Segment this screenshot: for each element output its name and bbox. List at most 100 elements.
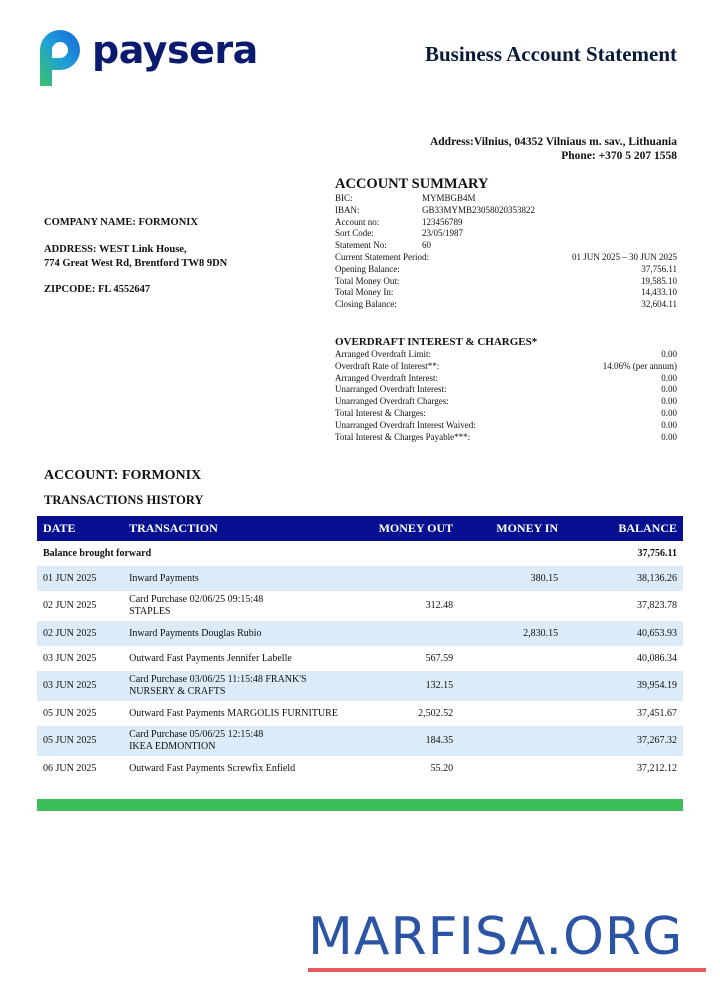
- row-label: IBAN:: [335, 204, 360, 215]
- column-header: BALANCE: [564, 516, 683, 541]
- cell-money-in: [459, 756, 564, 781]
- row-value: 0.00: [661, 408, 677, 418]
- row-label: Unarranged Overdraft Charges:: [335, 396, 449, 407]
- cell-money-in: [459, 726, 565, 756]
- row-value: 0.00: [661, 419, 677, 430]
- summary-row: Current Statement Period: 01 JUN 2025 – 3…: [335, 252, 677, 264]
- row-value: MYMBGB4M: [422, 193, 476, 203]
- cell-balance: 40,653.93: [564, 621, 683, 646]
- transaction-row: 03 JUN 2025 Outward Fast Payments Jennife…: [37, 646, 683, 671]
- cell-balance: 39,954.19: [564, 671, 683, 701]
- cell-transaction: Inward Payments: [123, 566, 366, 591]
- summary-title: ACCOUNT SUMMARY: [335, 176, 489, 192]
- table-footer-bar: [37, 799, 683, 811]
- row-label: Current Statement Period:: [335, 252, 429, 262]
- overdraft-row: Unarranged Overdraft Charges: 0.00: [335, 396, 677, 408]
- overdraft-row: Overdraft Rate of Interest**: 14.06% (per…: [335, 361, 677, 373]
- table-header: DATE TRANSACTION MONEY OUT MONEY IN BALANCE: [37, 516, 683, 541]
- cell-transaction: Inward Payments Douglas Rubio: [123, 621, 366, 646]
- cell-transaction: Outward Fast Payments MARGOLIS FURNITURE: [129, 707, 338, 719]
- bank-phone: Phone: +370 5 207 1558: [561, 150, 677, 162]
- document-title: Business Account Statement: [424, 42, 677, 66]
- row-value: GB33MYMB23058020353822: [422, 204, 536, 215]
- transactions-table: DATE TRANSACTION MONEY OUT MONEY IN BALANCE …: [37, 516, 683, 781]
- row-label: Unarranged Overdraft Interest:: [335, 384, 447, 395]
- column-header: MONEY OUT: [365, 516, 460, 541]
- cell-date: 05 JUN 2025: [37, 726, 124, 756]
- row-value: 123456789: [422, 216, 463, 227]
- row-label: Statement No:: [335, 240, 387, 251]
- column-header: DATE: [37, 516, 124, 541]
- transaction-row: 01 JUN 2025 Inward Payments 380.15 38,136.2…: [37, 566, 683, 591]
- summary-row: Account no: 123456789: [335, 217, 677, 229]
- row-value: 01 JUN 2025 – 30 JUN 2025: [571, 252, 677, 262]
- overdraft-row: Total Interest & Charges: 0.00: [335, 408, 677, 420]
- cell-money-out: 55.20: [430, 762, 454, 774]
- account-title: ACCOUNT: FORMONIX: [44, 468, 202, 483]
- cell-money-out: 132.15: [365, 671, 460, 701]
- cell-transaction: Outward Fast Payments Jennifer Labelle: [129, 652, 292, 664]
- transaction-row: 06 JUN 2025 Outward Fast Payments Screwfi…: [37, 756, 683, 781]
- row-value: 14.06% (per annum): [602, 360, 677, 371]
- row-label: Arranged Overdraft Interest:: [335, 372, 438, 383]
- row-value: 0.00: [661, 372, 677, 383]
- cell-date: 03 JUN 2025: [43, 652, 97, 664]
- company-name: COMPANY NAME: FORMONIX: [44, 217, 198, 228]
- column-header: MONEY IN: [459, 516, 565, 541]
- row-label: Total Money In:: [335, 287, 394, 298]
- cell-money-in: [459, 701, 564, 726]
- row-label: Unarranged Overdraft Interest Waived:: [335, 419, 476, 430]
- cell-money-in: [459, 671, 565, 701]
- row-label: Arranged Overdraft Limit:: [335, 349, 431, 359]
- row-label: BIC:: [335, 193, 353, 203]
- row-value: 0.00: [661, 431, 677, 442]
- transaction-row: 02 JUN 2025 Inward Payments Douglas Rubio…: [37, 621, 683, 646]
- cell-money-in: 2,830.15: [459, 621, 565, 646]
- overdraft-row: Arranged Overdraft Limit: 0.00: [335, 349, 677, 361]
- row-label: Total Interest & Charges:: [335, 408, 426, 418]
- row-label: Sort Code:: [335, 228, 374, 239]
- bank-address: Address:Vilnius, 04352 Vilniaus m. sav.,…: [429, 136, 677, 148]
- cell-money-in: 380.15: [459, 566, 565, 591]
- company-address-line: ADDRESS: WEST Link House,: [44, 244, 187, 255]
- summary-row: Statement No: 60: [335, 240, 677, 252]
- opening-balance: 37,756.11: [637, 547, 677, 559]
- cell-money-out: 2,502.52: [418, 707, 454, 719]
- cell-date: 03 JUN 2025: [37, 671, 124, 701]
- row-value: 19,585.10: [641, 275, 677, 286]
- row-value: 0.00: [661, 349, 677, 359]
- table-body: Balance brought forward 37,756.11 01 JUN 2…: [37, 541, 683, 781]
- cell-money-out: [365, 621, 460, 646]
- cell-balance: 37,267.32: [564, 726, 683, 756]
- watermark-underline: [308, 968, 706, 972]
- column-header: TRANSACTION: [123, 516, 366, 541]
- cell-date: 02 JUN 2025: [37, 621, 124, 646]
- transaction-row: 02 JUN 2025 Card Purchase 02/06/25 09:15:…: [37, 591, 683, 621]
- summary-row: Total Money In: 14,433.10: [335, 287, 677, 299]
- row-value: 60: [422, 240, 431, 251]
- summary-row: Sort Code: 23/05/1987: [335, 228, 677, 240]
- watermark: MARFISA.ORG: [308, 907, 684, 967]
- overdraft-row: Arranged Overdraft Interest: 0.00: [335, 373, 677, 385]
- overdraft-title: OVERDRAFT INTEREST & CHARGES*: [335, 336, 538, 348]
- logo-text: paysera: [92, 28, 258, 72]
- cell-money-in: [459, 646, 564, 671]
- row-label: Account no:: [335, 216, 380, 227]
- cell-balance: 40,086.34: [637, 652, 677, 664]
- history-title: TRANSACTIONS HISTORY: [44, 493, 204, 507]
- cell-transaction: Card Purchase 02/06/25 09:15:48 STAPLES: [129, 594, 264, 617]
- row-label: Overdraft Rate of Interest**:: [335, 360, 440, 371]
- cell-money-out: 312.48: [425, 600, 454, 611]
- transaction-row: 05 JUN 2025 Outward Fast Payments MARGOLI…: [37, 701, 683, 726]
- opening-row: Balance brought forward 37,756.11: [37, 541, 683, 566]
- row-value: 23/05/1987: [422, 228, 464, 239]
- logo-icon: [40, 30, 80, 86]
- cell-money-in: [459, 591, 564, 621]
- cell-transaction: Card Purchase 05/06/25 12:15:48 IKEA EDM…: [123, 726, 366, 756]
- cell-balance: 37,212.12: [637, 762, 677, 774]
- row-label: Total Interest & Charges Payable***:: [335, 431, 471, 442]
- overdraft-row: Unarranged Overdraft Interest: 0.00: [335, 384, 677, 396]
- cell-transaction: Outward Fast Payments Screwfix Enfield: [129, 762, 296, 774]
- row-value: 0.00: [661, 384, 677, 395]
